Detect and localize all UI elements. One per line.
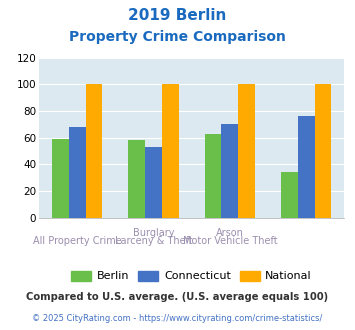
Text: © 2025 CityRating.com - https://www.cityrating.com/crime-statistics/: © 2025 CityRating.com - https://www.city… — [32, 314, 323, 323]
Bar — [129, 141, 145, 218]
Bar — [86, 84, 102, 218]
Bar — [298, 116, 315, 218]
Text: Property Crime Comparison: Property Crime Comparison — [69, 30, 286, 44]
Legend: Berlin, Connecticut, National: Berlin, Connecticut, National — [67, 266, 316, 286]
Bar — [222, 124, 238, 218]
Bar — [162, 84, 179, 218]
Text: 2019 Berlin: 2019 Berlin — [128, 8, 227, 23]
Bar — [69, 127, 86, 218]
Text: Larceny & Theft: Larceny & Theft — [115, 237, 192, 247]
Text: Burglary: Burglary — [133, 228, 174, 239]
Text: Compared to U.S. average. (U.S. average equals 100): Compared to U.S. average. (U.S. average … — [26, 292, 329, 302]
Bar — [52, 139, 69, 218]
Bar — [205, 134, 222, 218]
Bar — [315, 84, 331, 218]
Text: Motor Vehicle Theft: Motor Vehicle Theft — [182, 237, 277, 247]
Bar — [145, 147, 162, 218]
Bar — [281, 173, 298, 218]
Bar — [238, 84, 255, 218]
Text: Arson: Arson — [216, 228, 244, 239]
Text: All Property Crime: All Property Crime — [33, 237, 121, 247]
